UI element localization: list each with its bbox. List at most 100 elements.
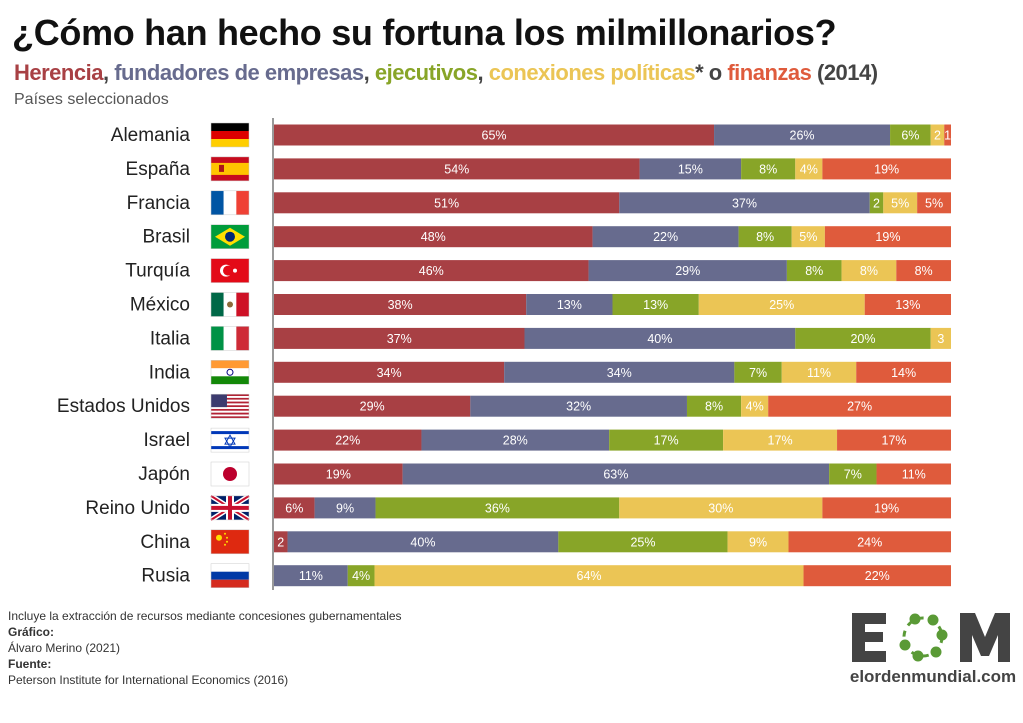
category-label: India bbox=[149, 362, 191, 383]
data-label: 17% bbox=[882, 434, 907, 448]
data-label: 9% bbox=[336, 501, 354, 515]
bar-segment bbox=[274, 429, 422, 451]
bar-segment bbox=[930, 124, 945, 146]
bar-row-Reino Unido: Reino Unido 6% 9% 36% 30% 19% bbox=[85, 493, 951, 523]
subtitle-part: (2014) bbox=[811, 60, 878, 85]
bar-segment bbox=[374, 565, 804, 587]
data-label: 48% bbox=[421, 230, 446, 244]
bar-segment bbox=[274, 361, 505, 383]
bar-segment bbox=[786, 260, 842, 282]
bar-segment bbox=[788, 531, 951, 553]
bar-segment bbox=[526, 294, 613, 315]
data-label: 22% bbox=[865, 569, 890, 583]
data-label: 19% bbox=[875, 230, 900, 244]
bar-segment bbox=[274, 260, 589, 282]
bar-segment bbox=[274, 463, 403, 485]
data-label: 51% bbox=[434, 196, 459, 210]
data-label: 1 bbox=[944, 129, 951, 143]
category-label: Rusia bbox=[141, 566, 190, 587]
flag-icon-cn bbox=[210, 529, 250, 555]
subtitle-part: fundadores de empresas bbox=[114, 60, 364, 85]
bar-segment bbox=[841, 260, 897, 282]
flag-icon-es bbox=[210, 156, 250, 182]
bar-segment bbox=[524, 327, 796, 349]
data-label: 11% bbox=[807, 366, 831, 380]
flag-icon-it bbox=[210, 326, 250, 351]
data-label: 6% bbox=[901, 129, 919, 143]
bar-row-Alemania: Alemania 65% 26% 6% 2 1 bbox=[111, 122, 951, 148]
bar-segment bbox=[869, 192, 884, 214]
bar-segment bbox=[274, 395, 471, 417]
bar-row-Japón: Japón 19% 63% 7% 11% bbox=[138, 461, 951, 487]
data-label: 8% bbox=[705, 400, 723, 414]
logo-site: elordenmundial.com bbox=[850, 667, 1016, 686]
bar-segment bbox=[883, 192, 918, 214]
flag-icon-tr bbox=[210, 258, 250, 283]
flag-icon-de bbox=[210, 122, 250, 148]
bar-segment bbox=[803, 565, 951, 587]
bar-segment bbox=[917, 192, 951, 214]
bar-segment bbox=[314, 497, 376, 519]
data-label: 5% bbox=[891, 196, 909, 210]
bar-segment bbox=[829, 463, 877, 485]
data-label: 3 bbox=[937, 332, 944, 346]
flag-icon-il bbox=[210, 427, 250, 453]
bar-segment bbox=[470, 395, 687, 417]
data-label: 8% bbox=[805, 264, 823, 278]
flag-icon-in bbox=[210, 360, 250, 385]
bar-segment bbox=[822, 497, 951, 519]
bar-row-Francia: Francia 51% 37% 2 5% 5% bbox=[127, 190, 951, 216]
data-label: 17% bbox=[654, 434, 679, 448]
bar-segment bbox=[856, 361, 951, 383]
bar-segment bbox=[896, 260, 951, 282]
data-label: 40% bbox=[647, 332, 672, 346]
data-label: 2 bbox=[277, 535, 284, 549]
category-label: Italia bbox=[150, 328, 191, 349]
subtitle-part: , bbox=[363, 60, 375, 85]
footer: Incluye la extracción de recursos median… bbox=[8, 608, 402, 688]
bar-segment bbox=[734, 361, 782, 383]
data-label: 25% bbox=[630, 535, 655, 549]
data-label: 8% bbox=[915, 264, 933, 278]
data-label: 19% bbox=[326, 468, 351, 482]
data-label: 19% bbox=[874, 501, 899, 515]
bar-segment bbox=[723, 429, 838, 451]
data-label: 24% bbox=[857, 535, 882, 549]
category-label: Israel bbox=[144, 430, 190, 451]
bar-segment bbox=[504, 361, 735, 383]
bar-segment bbox=[421, 429, 610, 451]
category-label: Japón bbox=[138, 464, 190, 485]
eom-logo: elordenmundial.com bbox=[850, 613, 1016, 686]
flag-icon-mx bbox=[210, 292, 250, 317]
data-label: 6% bbox=[285, 501, 303, 515]
category-label: Brasil bbox=[142, 227, 190, 248]
data-label: 4% bbox=[352, 569, 370, 583]
bar-segment bbox=[639, 158, 742, 180]
footnote: Incluye la extracción de recursos median… bbox=[8, 609, 402, 623]
bar-segment bbox=[609, 429, 724, 451]
data-label: 54% bbox=[444, 162, 469, 176]
bar-segment bbox=[741, 395, 769, 417]
data-label: 29% bbox=[675, 264, 700, 278]
subtitle-part: , bbox=[477, 60, 489, 85]
bar-segment bbox=[274, 192, 620, 214]
category-label: China bbox=[140, 532, 190, 553]
data-label: 25% bbox=[769, 298, 794, 312]
bar-segment bbox=[890, 124, 931, 146]
bar-segment bbox=[619, 192, 870, 214]
data-label: 13% bbox=[557, 298, 582, 312]
source: Peterson Institute for International Eco… bbox=[8, 673, 289, 687]
data-label: 26% bbox=[790, 129, 815, 143]
bar-row-Italia: Italia 37% 40% 20% 3 bbox=[150, 326, 951, 351]
data-label: 20% bbox=[850, 332, 875, 346]
flag-icon-us bbox=[210, 393, 250, 419]
data-label: 28% bbox=[503, 434, 528, 448]
data-label: 7% bbox=[844, 468, 862, 482]
data-label: 7% bbox=[749, 366, 767, 380]
data-label: 8% bbox=[860, 264, 878, 278]
chart-subtitle: Herencia, fundadores de empresas, ejecut… bbox=[14, 60, 878, 86]
data-label: 29% bbox=[360, 400, 385, 414]
subtitle-part: conexiones políticas bbox=[488, 60, 696, 85]
bar-segment bbox=[274, 294, 527, 315]
